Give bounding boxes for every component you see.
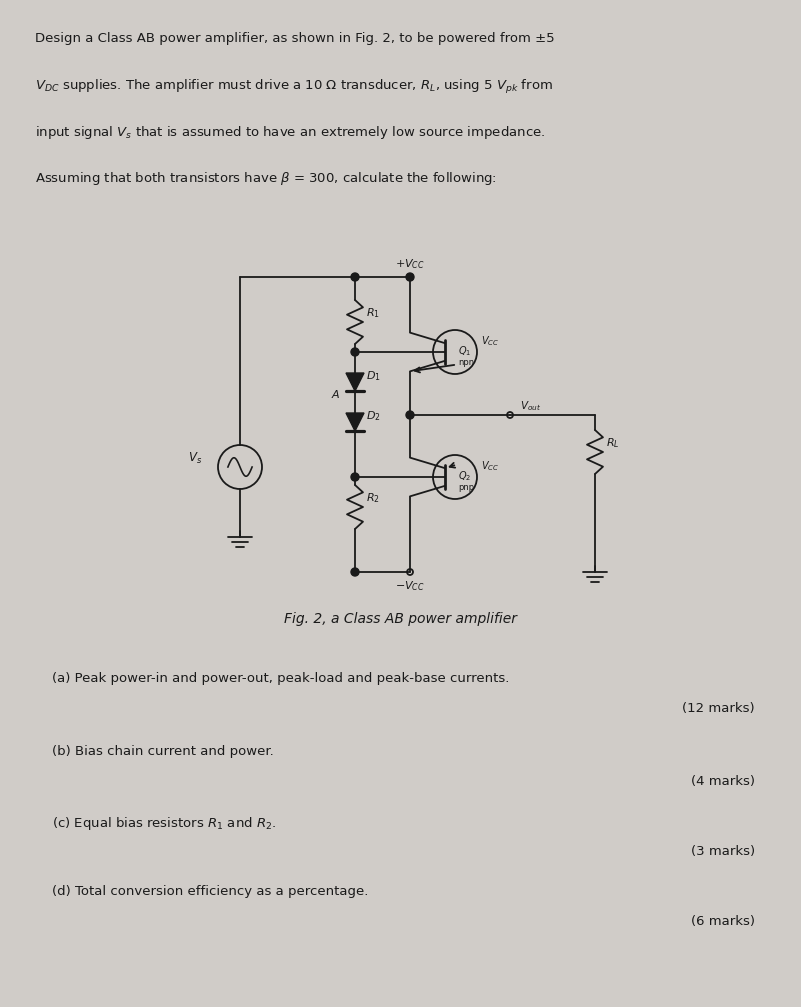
- Text: $V_{DC}$ supplies. The amplifier must drive a 10 $\Omega$ transducer, $R_L$, usi: $V_{DC}$ supplies. The amplifier must dr…: [35, 78, 553, 96]
- Text: (a) Peak power-in and power-out, peak-load and peak-base currents.: (a) Peak power-in and power-out, peak-lo…: [52, 672, 509, 685]
- Text: $Q_1$: $Q_1$: [458, 344, 471, 357]
- Text: $R_L$: $R_L$: [606, 436, 620, 450]
- Text: $V_{CC}$: $V_{CC}$: [481, 334, 499, 347]
- Text: $Q_2$: $Q_2$: [458, 469, 471, 482]
- Text: (c) Equal bias resistors $R_1$ and $R_2$.: (c) Equal bias resistors $R_1$ and $R_2$…: [52, 815, 276, 832]
- Polygon shape: [346, 373, 364, 391]
- Circle shape: [406, 273, 414, 281]
- Text: (12 marks): (12 marks): [682, 702, 755, 715]
- Circle shape: [351, 568, 359, 576]
- Text: $V_s$: $V_s$: [188, 451, 202, 466]
- Text: (b) Bias chain current and power.: (b) Bias chain current and power.: [52, 745, 274, 758]
- Text: Fig. 2, a Class AB power amplifier: Fig. 2, a Class AB power amplifier: [284, 612, 517, 626]
- Text: $D_1$: $D_1$: [366, 369, 380, 383]
- Text: pnp: pnp: [458, 483, 474, 492]
- Text: Design a Class AB power amplifier, as shown in Fig. 2, to be powered from ±5: Design a Class AB power amplifier, as sh…: [35, 32, 554, 45]
- Circle shape: [406, 411, 414, 419]
- Text: (d) Total conversion efficiency as a percentage.: (d) Total conversion efficiency as a per…: [52, 885, 368, 898]
- Text: $R_1$: $R_1$: [366, 306, 380, 320]
- Text: $D_2$: $D_2$: [366, 409, 380, 423]
- Polygon shape: [346, 413, 364, 431]
- Text: (3 marks): (3 marks): [691, 845, 755, 858]
- Text: npn: npn: [458, 358, 474, 367]
- Text: $V_{CC}$: $V_{CC}$: [481, 459, 499, 473]
- Text: Assuming that both transistors have $\beta$ = 300, calculate the following:: Assuming that both transistors have $\be…: [35, 170, 497, 187]
- Circle shape: [351, 273, 359, 281]
- Text: $R_2$: $R_2$: [366, 491, 380, 505]
- Circle shape: [351, 348, 359, 356]
- Text: $+V_{CC}$: $+V_{CC}$: [395, 257, 425, 271]
- Circle shape: [351, 473, 359, 481]
- Text: A: A: [331, 390, 339, 400]
- Text: (4 marks): (4 marks): [691, 775, 755, 788]
- Text: $V_{out}$: $V_{out}$: [520, 399, 541, 413]
- Text: (6 marks): (6 marks): [691, 915, 755, 928]
- Text: input signal $V_s$ that is assumed to have an extremely low source impedance.: input signal $V_s$ that is assumed to ha…: [35, 124, 545, 141]
- Text: $-V_{CC}$: $-V_{CC}$: [395, 579, 425, 593]
